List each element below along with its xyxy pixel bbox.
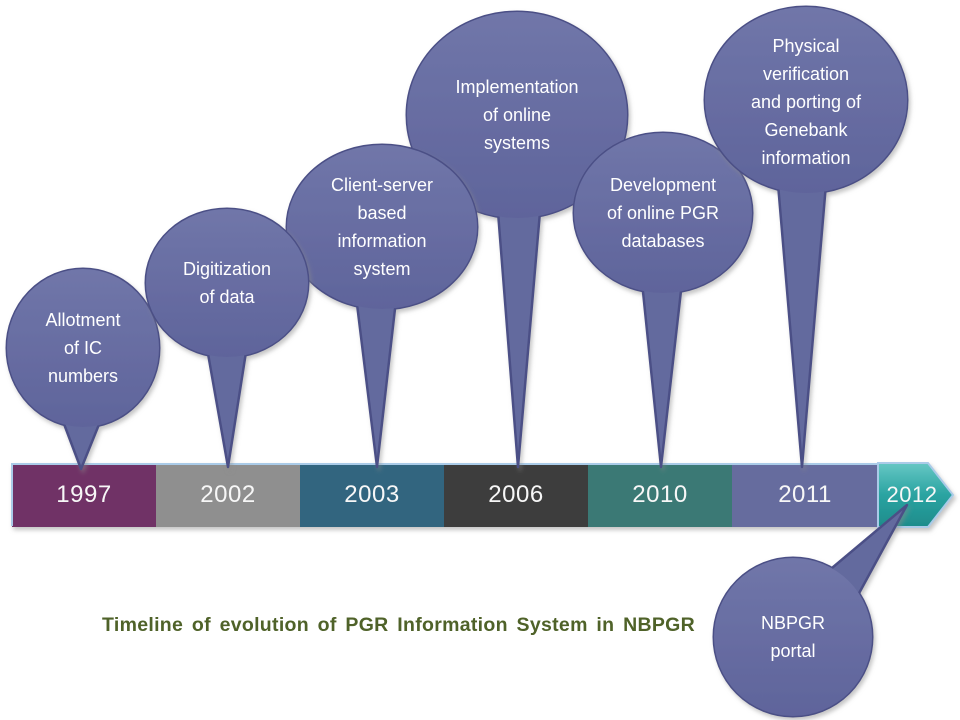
- balloon-physical-verification: [703, 5, 909, 469]
- balloon-tail: [496, 210, 542, 469]
- balloon-tail: [354, 294, 398, 469]
- balloon-digitization: [144, 207, 310, 469]
- timeline-bar-highlight: [11, 463, 877, 526]
- balloon-client-server: [285, 143, 479, 469]
- timeline-segment-2002: [156, 463, 300, 527]
- balloon-nbpgr-portal: [712, 503, 909, 718]
- timeline-bar: [11, 462, 955, 528]
- timeline-segment-2010: [588, 463, 732, 527]
- balloon-tail: [776, 182, 828, 469]
- timeline-segment-2003: [300, 463, 444, 527]
- timeline-segment-2006: [444, 463, 588, 527]
- balloon-allotment: [5, 267, 161, 471]
- timeline-segment-2011: [732, 463, 878, 527]
- timeline-segment-2012-arrow: [877, 462, 955, 528]
- balloon-development: [572, 131, 754, 469]
- balloon-implementation: [405, 10, 629, 469]
- timeline-segment-1997: [12, 463, 156, 527]
- balloon-tail: [640, 280, 684, 469]
- balloon-tail: [205, 346, 248, 469]
- diagram-caption: Timeline of evolution of PGR Information…: [102, 614, 695, 636]
